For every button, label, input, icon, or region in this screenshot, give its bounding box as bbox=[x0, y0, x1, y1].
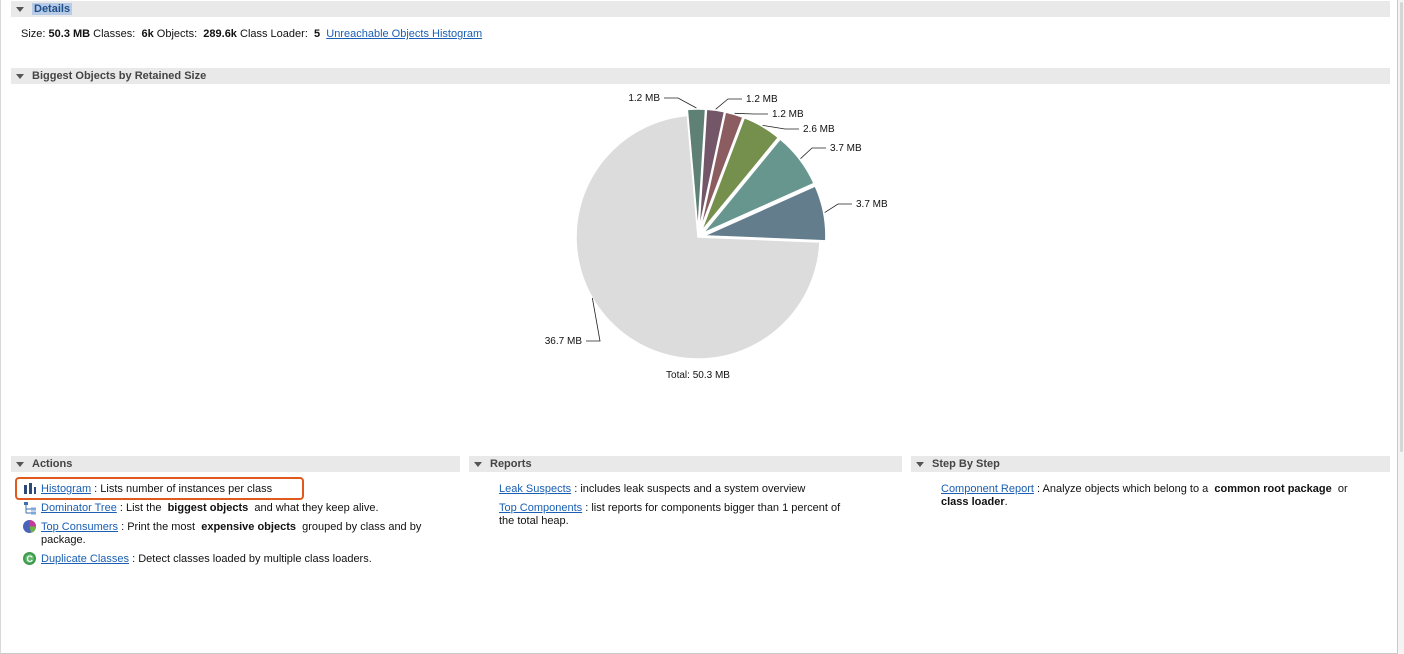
classloader-value: 5 bbox=[314, 28, 321, 40]
label-leader-line bbox=[800, 147, 826, 159]
collapse-triangle-icon[interactable] bbox=[474, 461, 482, 467]
collapse-triangle-icon[interactable] bbox=[16, 461, 24, 467]
text: Print the most bbox=[127, 521, 199, 533]
separator: : bbox=[571, 483, 581, 495]
pie-slice[interactable] bbox=[575, 114, 821, 360]
pie-slice-label: 36.7 MB bbox=[545, 336, 583, 347]
classes-label: Classes: bbox=[93, 28, 136, 40]
pie-slice[interactable] bbox=[686, 108, 707, 232]
size-label: Size: bbox=[21, 28, 46, 40]
pie-slice[interactable] bbox=[703, 184, 827, 242]
text: . bbox=[1004, 496, 1008, 508]
separator: : bbox=[118, 521, 128, 533]
pie-slice[interactable] bbox=[698, 111, 744, 232]
pie-slice-label: 3.7 MB bbox=[830, 143, 862, 154]
reports-section-header[interactable]: Reports bbox=[469, 456, 902, 472]
duplicate-classes-link[interactable]: Duplicate Classes bbox=[41, 553, 130, 565]
label-leader-line bbox=[586, 297, 601, 342]
label-leader-line bbox=[762, 124, 799, 130]
pie-slice-label: 1.2 MB bbox=[628, 93, 660, 104]
top-consumers-icon bbox=[23, 520, 36, 533]
pie-slice-label: 1.2 MB bbox=[746, 94, 778, 105]
label-leader-line bbox=[664, 97, 697, 109]
text: or bbox=[1334, 483, 1348, 495]
action-histogram: Histogram : Lists number of instances pe… bbox=[41, 483, 272, 496]
top-consumers-link[interactable]: Top Consumers bbox=[41, 521, 119, 533]
dominator-tree-link[interactable]: Dominator Tree bbox=[41, 502, 117, 514]
details-summary: Size: 50.3 MB Classes: 6k Objects: 289.6… bbox=[21, 28, 482, 40]
component-report-link[interactable]: Component Report bbox=[941, 483, 1034, 495]
biggest-objects-title: Biggest Objects by Retained Size bbox=[32, 70, 207, 82]
objects-label: Objects: bbox=[156, 28, 198, 40]
svg-text:C: C bbox=[27, 554, 34, 564]
separator: : bbox=[1033, 483, 1043, 495]
text: package. bbox=[41, 534, 86, 546]
separator: : bbox=[91, 483, 101, 495]
pie-slice-label: 1.2 MB bbox=[772, 109, 804, 120]
step-by-step-title: Step By Step bbox=[932, 458, 1000, 470]
label-leader-line bbox=[734, 112, 768, 115]
pie-slice[interactable] bbox=[700, 116, 780, 233]
retained-size-pie-chart[interactable]: 1.2 MB 1.2 MB 1.2 MB 2.6 MB 3.7 MB 3.7 MB 36.7… bbox=[500, 88, 920, 388]
separator: : bbox=[582, 502, 592, 514]
collapse-triangle-icon[interactable] bbox=[916, 461, 924, 467]
bold-text: common root package bbox=[1214, 483, 1332, 495]
action-top-consumers: Top Consumers : Print the most expensive… bbox=[41, 521, 461, 547]
biggest-objects-section-header[interactable]: Biggest Objects by Retained Size bbox=[11, 68, 1390, 84]
histogram-link[interactable]: Histogram bbox=[41, 483, 92, 495]
text: List the bbox=[125, 502, 165, 514]
histogram-description: Lists number of instances per class bbox=[100, 483, 273, 495]
action-dominator-tree: Dominator Tree : List the biggest object… bbox=[41, 502, 379, 515]
duplicate-classes-icon: C bbox=[23, 552, 36, 565]
text: Detect classes loaded by multiple class … bbox=[138, 553, 372, 565]
label-leader-line bbox=[715, 98, 742, 110]
actions-section-header[interactable]: Actions bbox=[11, 456, 460, 472]
reports-title: Reports bbox=[490, 458, 532, 470]
bold-text: expensive objects bbox=[201, 521, 296, 533]
pie-slice[interactable] bbox=[698, 108, 726, 232]
unreachable-objects-histogram-link[interactable]: Unreachable Objects Histogram bbox=[326, 28, 483, 40]
text: Analyze objects which belong to a bbox=[1042, 483, 1212, 495]
label-leader-line bbox=[824, 203, 852, 213]
histogram-focus-highlight bbox=[15, 477, 304, 500]
text: includes leak suspects and a system over… bbox=[580, 483, 806, 495]
bold-text: biggest objects bbox=[167, 502, 249, 514]
pie-slice-label: 3.7 MB bbox=[856, 199, 888, 210]
objects-value: 289.6k bbox=[203, 28, 237, 40]
action-duplicate-classes: Duplicate Classes : Detect classes loade… bbox=[41, 553, 372, 566]
details-section-header[interactable]: Details bbox=[11, 1, 1390, 17]
step-component-report: Component Report : Analyze objects which… bbox=[941, 483, 1386, 509]
report-leak-suspects: Leak Suspects : includes leak suspects a… bbox=[499, 483, 805, 496]
histogram-icon bbox=[24, 483, 36, 494]
pie-slice[interactable] bbox=[702, 137, 816, 235]
text: the total heap. bbox=[499, 515, 569, 527]
separator: : bbox=[129, 553, 139, 565]
step-by-step-section-header[interactable]: Step By Step bbox=[911, 456, 1390, 472]
pie-slice-label: 2.6 MB bbox=[803, 124, 835, 135]
separator: : bbox=[116, 502, 126, 514]
report-top-components: Top Components : list reports for compon… bbox=[499, 502, 899, 528]
text: and what they keep alive. bbox=[251, 502, 379, 514]
classloader-label: Class Loader: bbox=[240, 28, 308, 40]
classes-value: 6k bbox=[141, 28, 154, 40]
text: list reports for components bigger than … bbox=[591, 502, 841, 514]
leak-suspects-link[interactable]: Leak Suspects bbox=[499, 483, 572, 495]
top-components-link[interactable]: Top Components bbox=[499, 502, 583, 514]
details-title: Details bbox=[32, 3, 73, 15]
pie-total-label: Total: 50.3 MB bbox=[666, 370, 730, 381]
scrollbar-thumb[interactable] bbox=[1400, 2, 1403, 452]
text: grouped by class and by bbox=[299, 521, 422, 533]
actions-title: Actions bbox=[32, 458, 73, 470]
bold-text: class loader bbox=[941, 496, 1005, 508]
size-value: 50.3 MB bbox=[48, 28, 91, 40]
collapse-triangle-icon[interactable] bbox=[16, 6, 24, 12]
dominator-tree-icon bbox=[24, 502, 36, 515]
collapse-triangle-icon[interactable] bbox=[16, 73, 24, 79]
